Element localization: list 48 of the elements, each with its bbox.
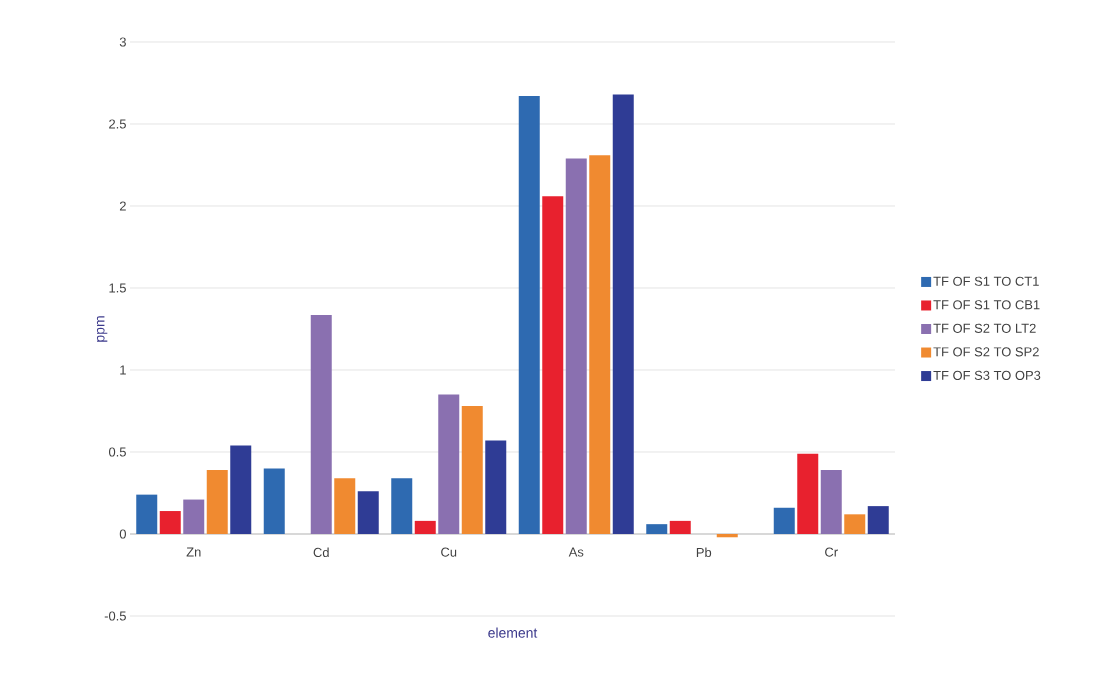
bar	[461, 406, 483, 534]
x-tick-label: Cd	[313, 547, 329, 558]
bar	[646, 524, 668, 534]
bar	[136, 494, 158, 534]
bar	[867, 506, 889, 534]
legend-label: TF OF S2 TO LT2	[933, 323, 1036, 333]
bar	[438, 394, 460, 534]
bar	[518, 96, 540, 534]
bar	[334, 478, 356, 534]
bar	[716, 534, 738, 538]
bar	[820, 470, 842, 534]
bar	[542, 196, 564, 534]
y-tick-label: 2	[119, 201, 126, 211]
legend-label: TF OF S1 TO CB1	[933, 300, 1040, 310]
bar	[391, 478, 413, 534]
bar	[485, 440, 507, 534]
bar	[589, 155, 611, 534]
legend-label: TF OF S2 TO SP2	[933, 347, 1039, 357]
legend-label: TF OF S3 TO OP3	[933, 370, 1041, 380]
y-axis-title: ppm	[96, 316, 108, 342]
bar	[159, 511, 181, 534]
x-tick-label: Cr	[825, 547, 838, 557]
bar	[206, 470, 228, 534]
x-tick-label: Zn	[186, 547, 201, 557]
y-tick-label: 0	[119, 529, 126, 539]
bar	[844, 514, 866, 534]
x-tick-label: Cu	[441, 547, 457, 557]
bar	[414, 520, 436, 534]
bar	[230, 445, 252, 534]
bar	[773, 507, 795, 534]
y-tick-label: 0.5	[108, 447, 126, 457]
bar	[357, 491, 379, 534]
y-tick-label: -0.5	[104, 611, 126, 621]
bar	[310, 315, 332, 534]
bar	[797, 453, 819, 534]
y-tick-label: 1	[120, 365, 126, 375]
bar	[263, 468, 285, 534]
y-tick-label: 2.5	[109, 119, 126, 129]
bar	[612, 94, 634, 534]
y-tick-label: 1.5	[109, 283, 126, 293]
x-tick-label: As	[568, 547, 584, 557]
x-axis-title: element	[488, 627, 538, 638]
bar	[183, 499, 205, 534]
y-tick-label: 3	[119, 37, 126, 47]
bar	[669, 520, 691, 534]
legend-label: TF OF S1 TO CT1	[933, 276, 1039, 286]
x-tick-label: Pb	[696, 547, 712, 558]
bar	[565, 158, 587, 534]
